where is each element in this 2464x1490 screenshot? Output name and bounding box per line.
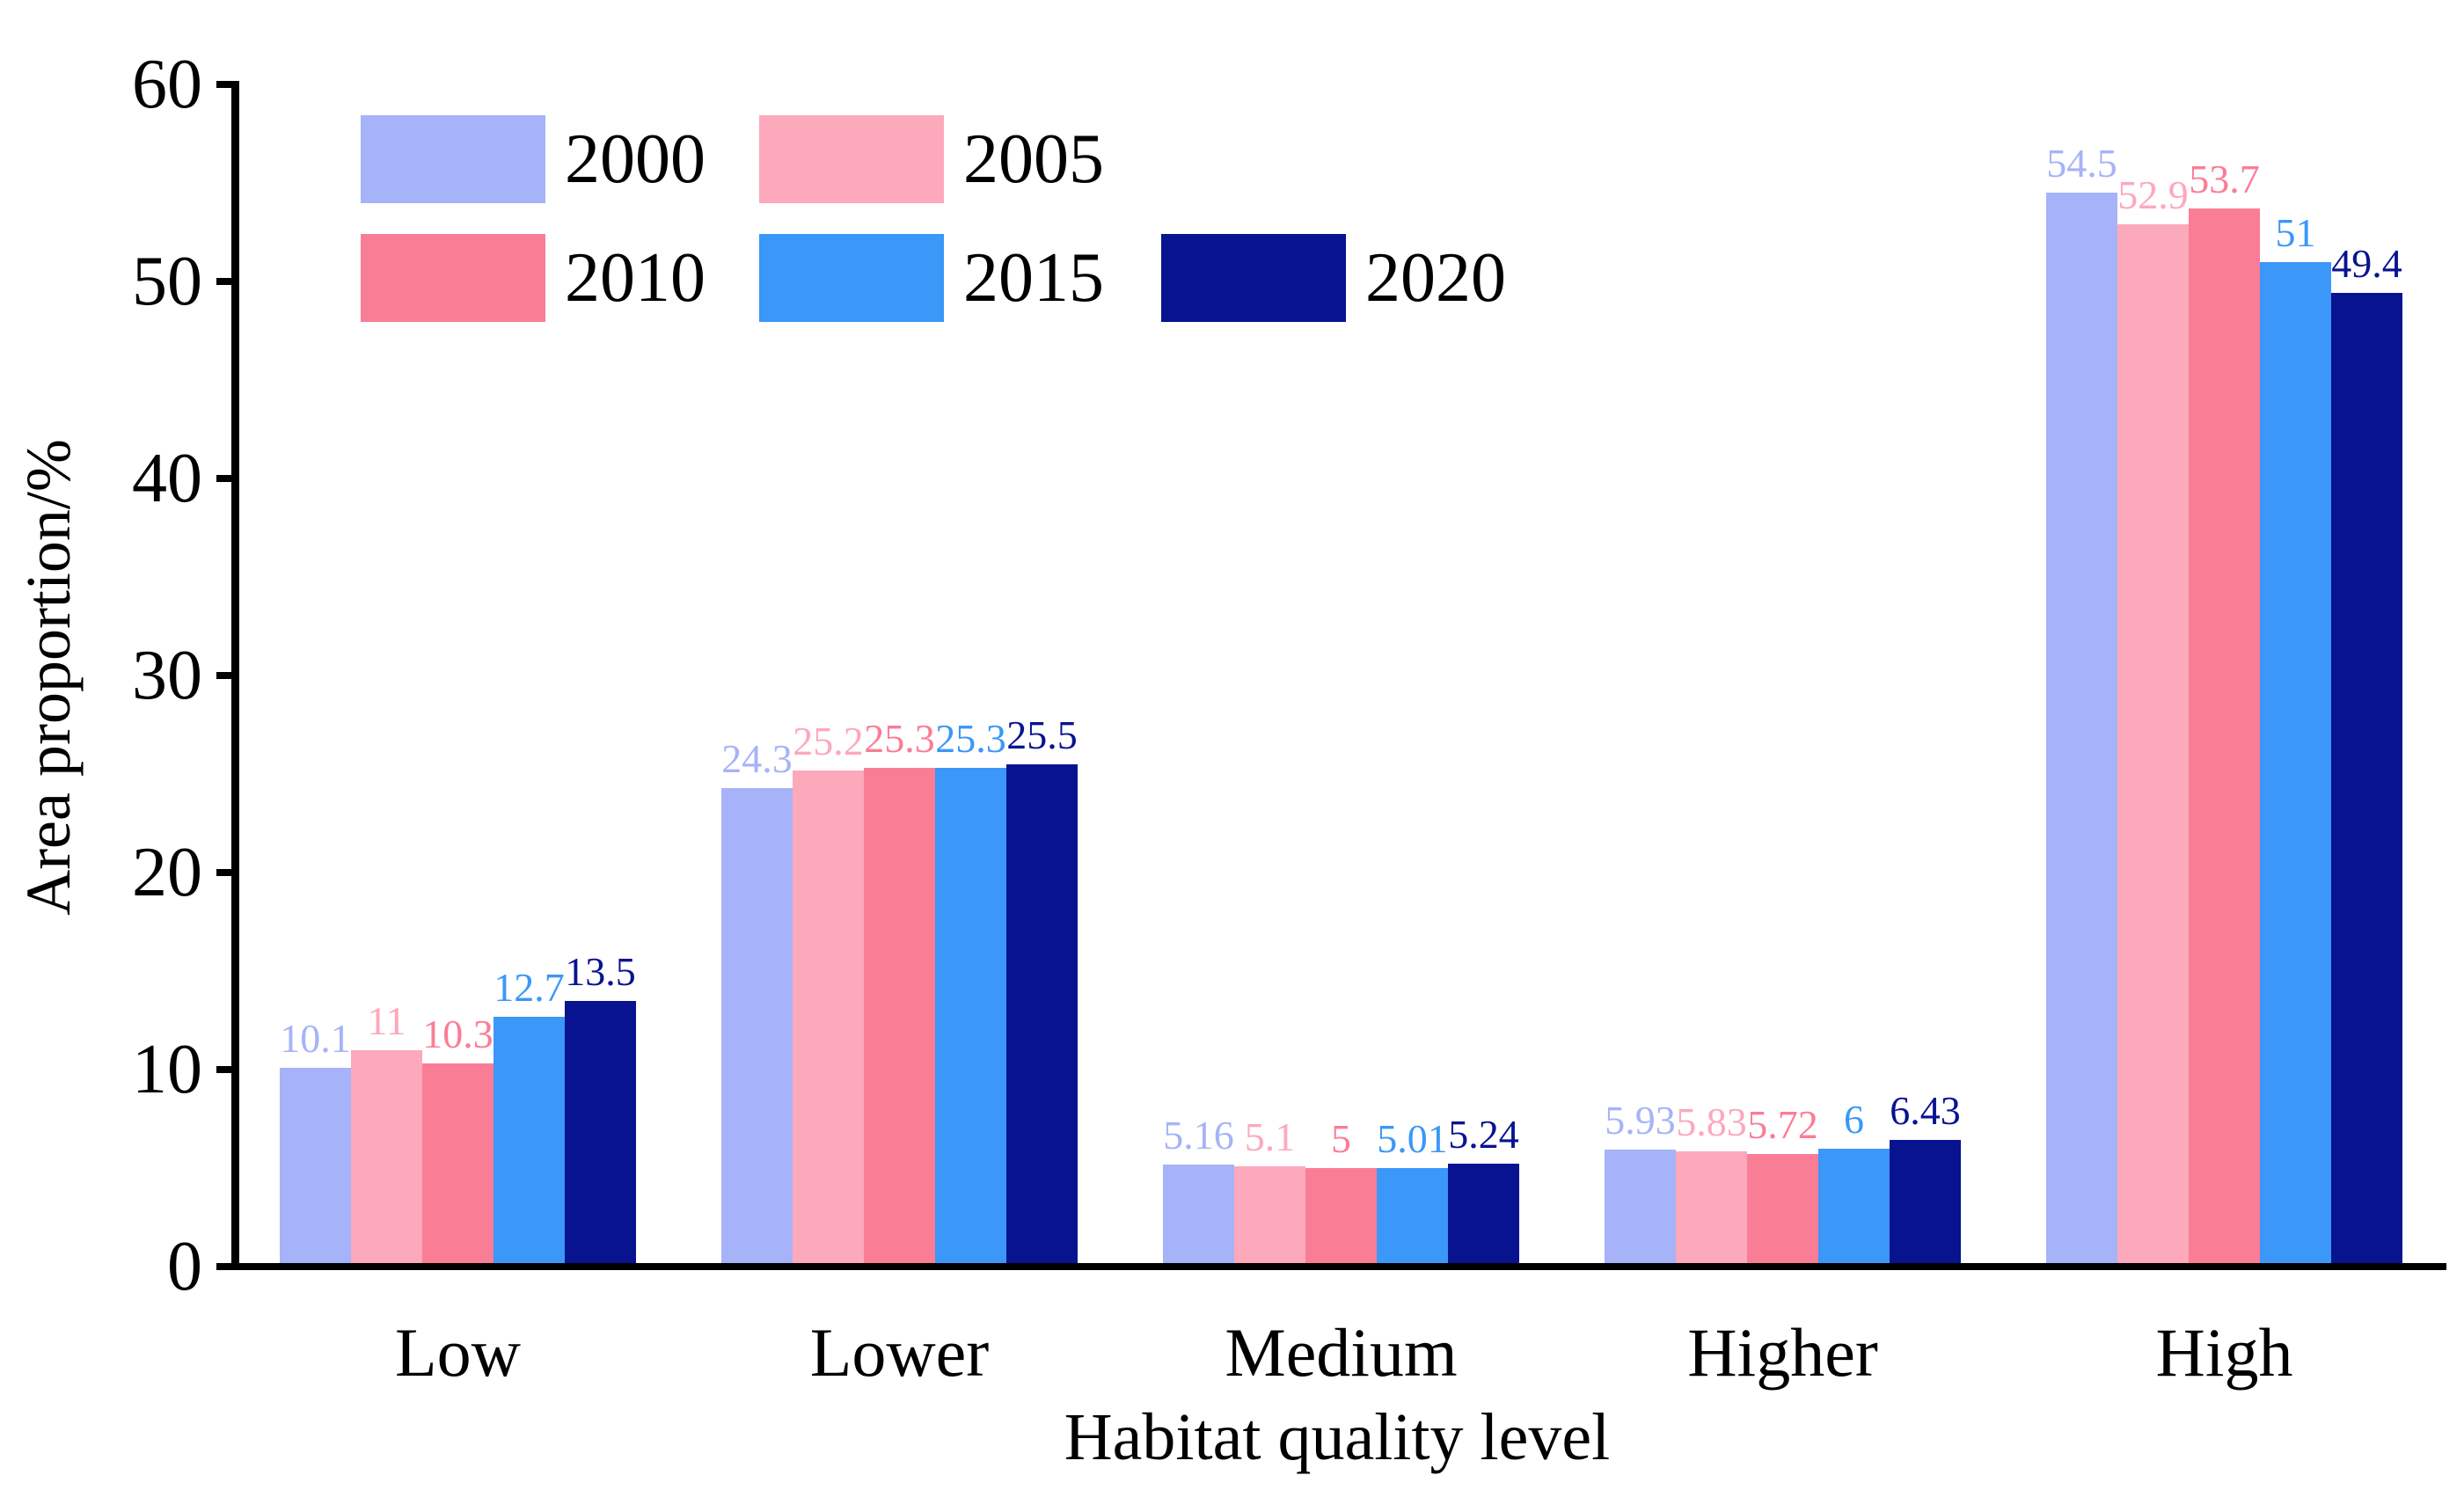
value-label-lower-2000: 24.3 (721, 735, 793, 781)
bar-high-2020 (2331, 293, 2402, 1267)
y-tick-label-30: 30 (132, 637, 202, 714)
value-label-high-2020: 49.4 (2331, 241, 2402, 287)
legend-swatch-2010 (361, 234, 545, 322)
value-label-lower-2015: 25.3 (935, 716, 1006, 762)
legend-swatch-2005 (759, 115, 944, 203)
y-axis-line (231, 81, 239, 1270)
y-tick-label-40: 40 (132, 440, 202, 517)
bar-higher-2015 (1818, 1148, 1890, 1267)
y-tick-40 (216, 475, 231, 482)
bar-low-2000 (280, 1067, 351, 1267)
bar-high-2015 (2260, 261, 2331, 1267)
bar-high-2010 (2189, 208, 2260, 1267)
value-label-medium-2010: 5 (1331, 1116, 1351, 1161)
bar-medium-2015 (1377, 1167, 1448, 1267)
bar-lower-2000 (721, 787, 793, 1267)
bar-higher-2000 (1605, 1150, 1676, 1267)
bar-low-2015 (494, 1016, 565, 1267)
bar-high-2000 (2046, 193, 2117, 1267)
value-label-high-2005: 52.9 (2117, 172, 2189, 218)
value-label-lower-2010: 25.3 (864, 716, 935, 762)
y-tick-50 (216, 278, 231, 285)
value-label-higher-2000: 5.93 (1605, 1098, 1676, 1143)
value-label-higher-2005: 5.83 (1676, 1099, 1747, 1145)
legend-label-2015: 2015 (963, 239, 1104, 317)
y-tick-label-10: 10 (132, 1031, 202, 1108)
bar-medium-2010 (1305, 1168, 1377, 1267)
bar-low-2020 (565, 1000, 636, 1267)
value-label-high-2010: 53.7 (2189, 157, 2260, 202)
value-label-lower-2005: 25.2 (793, 718, 864, 763)
bar-higher-2010 (1747, 1153, 1818, 1267)
bar-higher-2020 (1890, 1139, 1961, 1267)
bar-higher-2005 (1676, 1151, 1747, 1267)
legend-label-2020: 2020 (1365, 239, 1506, 317)
value-label-higher-2010: 5.72 (1747, 1101, 1818, 1147)
y-tick-0 (216, 1263, 231, 1270)
x-axis-line (231, 1263, 2446, 1270)
x-tick-label-lower: Lower (809, 1314, 990, 1391)
y-tick-label-0: 0 (167, 1228, 202, 1305)
value-label-medium-2005: 5.1 (1244, 1114, 1296, 1159)
x-tick-label-higher: Higher (1687, 1314, 1878, 1391)
bar-lower-2020 (1006, 763, 1078, 1267)
y-tick-label-60: 60 (132, 46, 202, 123)
value-label-low-2010: 10.3 (422, 1012, 494, 1057)
value-label-higher-2020: 6.43 (1890, 1087, 1961, 1133)
bar-lower-2015 (935, 768, 1006, 1267)
x-tick-label-medium: Medium (1225, 1314, 1458, 1391)
value-label-medium-2020: 5.24 (1448, 1111, 1519, 1157)
value-label-medium-2000: 5.16 (1163, 1113, 1234, 1158)
y-tick-60 (216, 81, 231, 88)
bar-medium-2000 (1163, 1165, 1234, 1267)
y-tick-10 (216, 1066, 231, 1073)
value-label-low-2015: 12.7 (494, 964, 565, 1010)
value-label-high-2015: 51 (2275, 209, 2316, 255)
y-tick-20 (216, 869, 231, 876)
value-label-higher-2015: 6 (1844, 1096, 1864, 1142)
value-label-medium-2015: 5.01 (1377, 1115, 1448, 1161)
bar-low-2005 (351, 1049, 422, 1267)
y-tick-label-20: 20 (132, 834, 202, 911)
bar-lower-2010 (864, 768, 935, 1267)
value-label-low-2000: 10.1 (280, 1015, 351, 1061)
legend-swatch-2000 (361, 115, 545, 203)
bar-high-2005 (2117, 224, 2189, 1267)
x-tick-label-low: Low (395, 1314, 521, 1391)
bar-lower-2005 (793, 770, 864, 1267)
y-tick-30 (216, 672, 231, 679)
value-label-low-2020: 13.5 (565, 948, 636, 994)
legend-label-2005: 2005 (963, 121, 1104, 198)
bar-medium-2005 (1234, 1165, 1305, 1267)
x-axis-title: Habitat quality level (1064, 1400, 1611, 1474)
value-label-low-2005: 11 (367, 997, 406, 1043)
bar-medium-2020 (1448, 1163, 1519, 1267)
value-label-high-2000: 54.5 (2046, 141, 2117, 186)
legend-label-2000: 2000 (565, 121, 706, 198)
legend-swatch-2020 (1161, 234, 1346, 322)
legend-swatch-2015 (759, 234, 944, 322)
bar-low-2010 (422, 1063, 494, 1267)
y-tick-label-50: 50 (132, 243, 202, 320)
x-tick-label-high: High (2155, 1314, 2293, 1391)
legend-label-2010: 2010 (565, 239, 706, 317)
value-label-lower-2020: 25.5 (1006, 712, 1078, 757)
